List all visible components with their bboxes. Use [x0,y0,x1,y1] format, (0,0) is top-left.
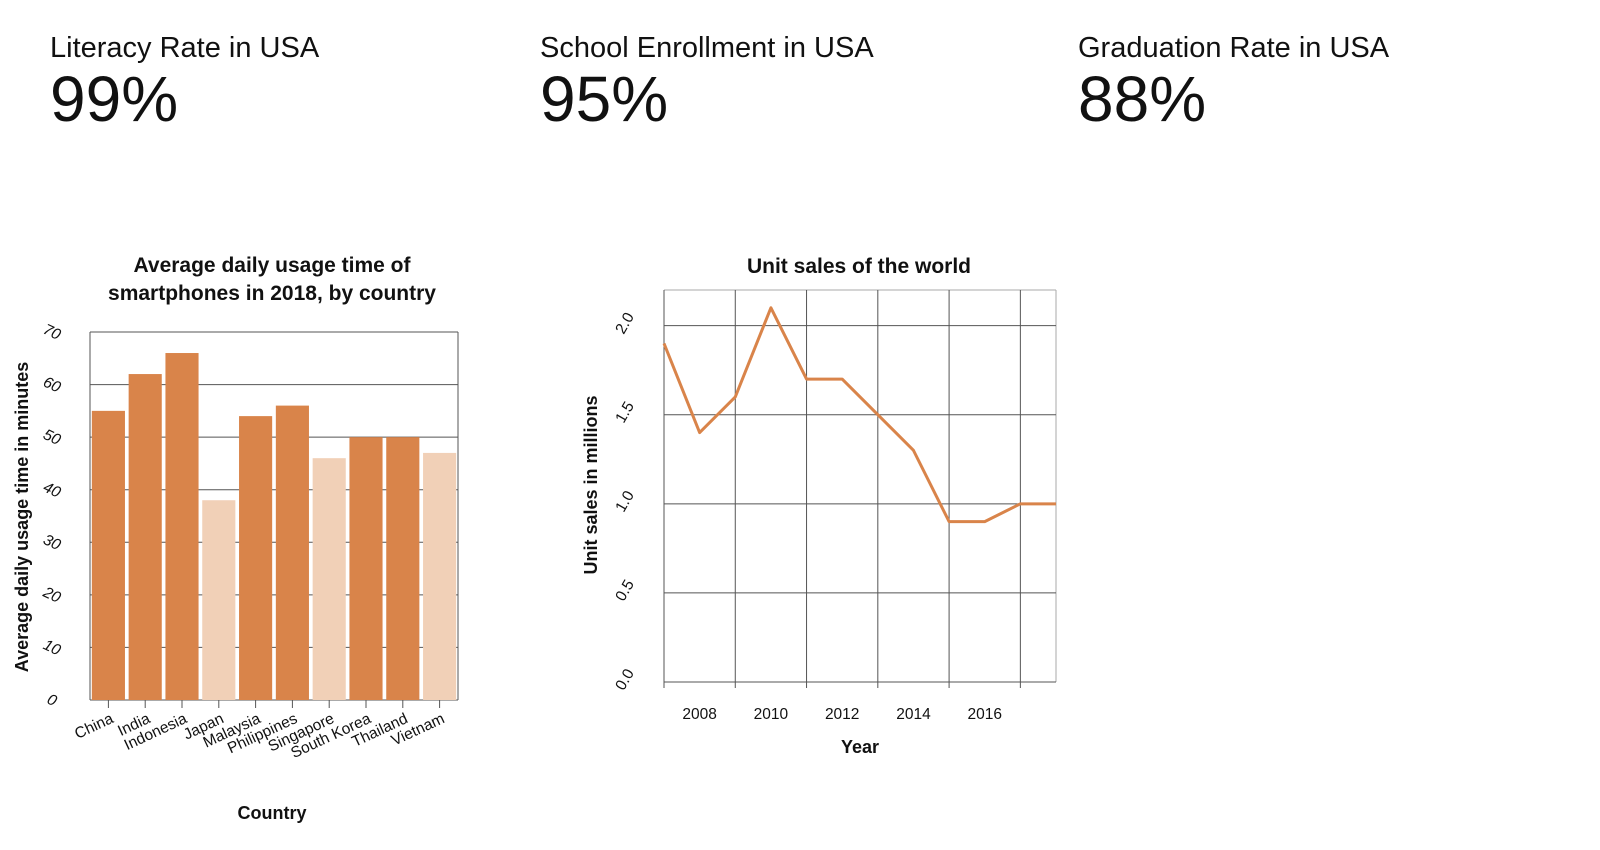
kpi-value: 88% [1078,63,1207,135]
y-tick-label: 0.0 [612,666,638,693]
bar-india [128,374,162,700]
bar-south-korea [349,437,383,700]
y-axis-title: Average daily usage time in minutes [12,362,32,672]
bar-malaysia [239,416,273,700]
y-tick-label: 1.5 [612,399,638,426]
chart-title-line-2: smartphones in 2018, by country [108,282,436,305]
kpi-graduation: Graduation Rate in USA 88% [1078,30,1389,134]
y-tick-label: 0.5 [612,577,638,604]
x-tick-label: 2008 [682,706,716,723]
kpi-value: 99% [50,63,179,135]
chart-title: Unit sales of the world [747,255,971,278]
x-tick-label: China [72,710,116,743]
bar-japan [202,500,236,700]
bar-indonesia [165,353,199,700]
series-line [662,306,1056,524]
y-tick-label: 0 [44,691,59,710]
y-tick-label: 60 [40,374,63,397]
kpi-label: Literacy Rate in USA [50,32,320,64]
x-axis-title: Year [841,737,879,757]
y-tick-label: 40 [40,479,63,502]
y-tick-label: 1.0 [612,488,638,515]
x-tick-label: 2016 [967,706,1001,723]
bar-thailand [386,437,420,700]
chart-title-line-1: Average daily usage time of [134,254,412,277]
x-tick-label: 2010 [754,706,789,723]
x-axis-title: Country [238,803,307,823]
y-axis-title: Unit sales in millions [581,395,601,574]
y-tick-label: 70 [40,321,63,344]
y-tick-label: 50 [40,426,63,449]
bar-china [91,410,125,700]
y-tick-label: 20 [39,584,63,607]
kpi-label: Graduation Rate in USA [1078,32,1390,64]
bar-singapore [312,458,346,700]
x-tick-label: 2014 [896,706,931,723]
y-tick-label: 2.0 [612,309,638,336]
kpi-literacy: Literacy Rate in USA 99% [50,30,319,134]
y-tick-label: 10 [40,637,63,660]
kpi-label: School Enrollment in USA [540,32,874,64]
x-tick-label: 2012 [825,706,859,723]
kpi-value: 95% [540,63,669,135]
bar-vietnam [423,452,457,700]
bar-chart-smartphone-usage: Average daily usage time of smartphones … [12,254,459,823]
bar-philippines [275,405,309,700]
y-tick-label: 30 [40,531,63,554]
kpi-enrollment: School Enrollment in USA 95% [540,30,874,134]
line-chart-unit-sales: Unit sales of the world 0.00.51.01.52.0 … [581,255,1057,757]
